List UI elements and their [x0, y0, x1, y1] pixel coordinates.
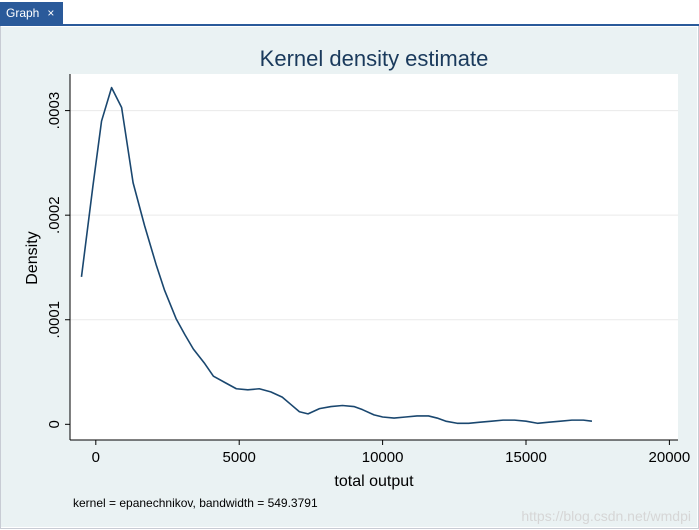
x-tick-label: 10000 — [362, 449, 404, 466]
tab-bar: Graph × — [0, 0, 699, 26]
grid-lines — [70, 110, 678, 321]
y-axis-label: Density — [24, 231, 41, 284]
y-tick-label: 0 — [46, 420, 63, 428]
close-icon[interactable]: × — [47, 6, 55, 20]
y-tick-label: .0003 — [46, 92, 63, 130]
x-tick-label: 0 — [92, 449, 100, 466]
kernel-note: kernel = epanechnikov, bandwidth = 549.3… — [73, 496, 318, 510]
tab-label: Graph — [6, 6, 40, 20]
y-tick-label: .0001 — [46, 301, 63, 339]
x-tick-label: 5000 — [223, 449, 256, 466]
plot-region — [70, 74, 678, 440]
x-axis-label: total output — [334, 473, 414, 490]
x-tick-label: 15000 — [505, 449, 547, 466]
watermark: https://blog.csdn.net/wmdpi — [521, 508, 691, 524]
x-tick-label: 20000 — [649, 449, 691, 466]
chart-title: Kernel density estimate — [260, 46, 489, 71]
density-line — [80, 86, 593, 425]
tab-graph[interactable]: Graph × — [0, 2, 63, 24]
axes — [69, 74, 678, 441]
y-tick-label: .0002 — [46, 196, 63, 234]
ticks: 0 5000 10000 15000 20000 0 .0001 .0002 .0003 — [46, 92, 690, 466]
